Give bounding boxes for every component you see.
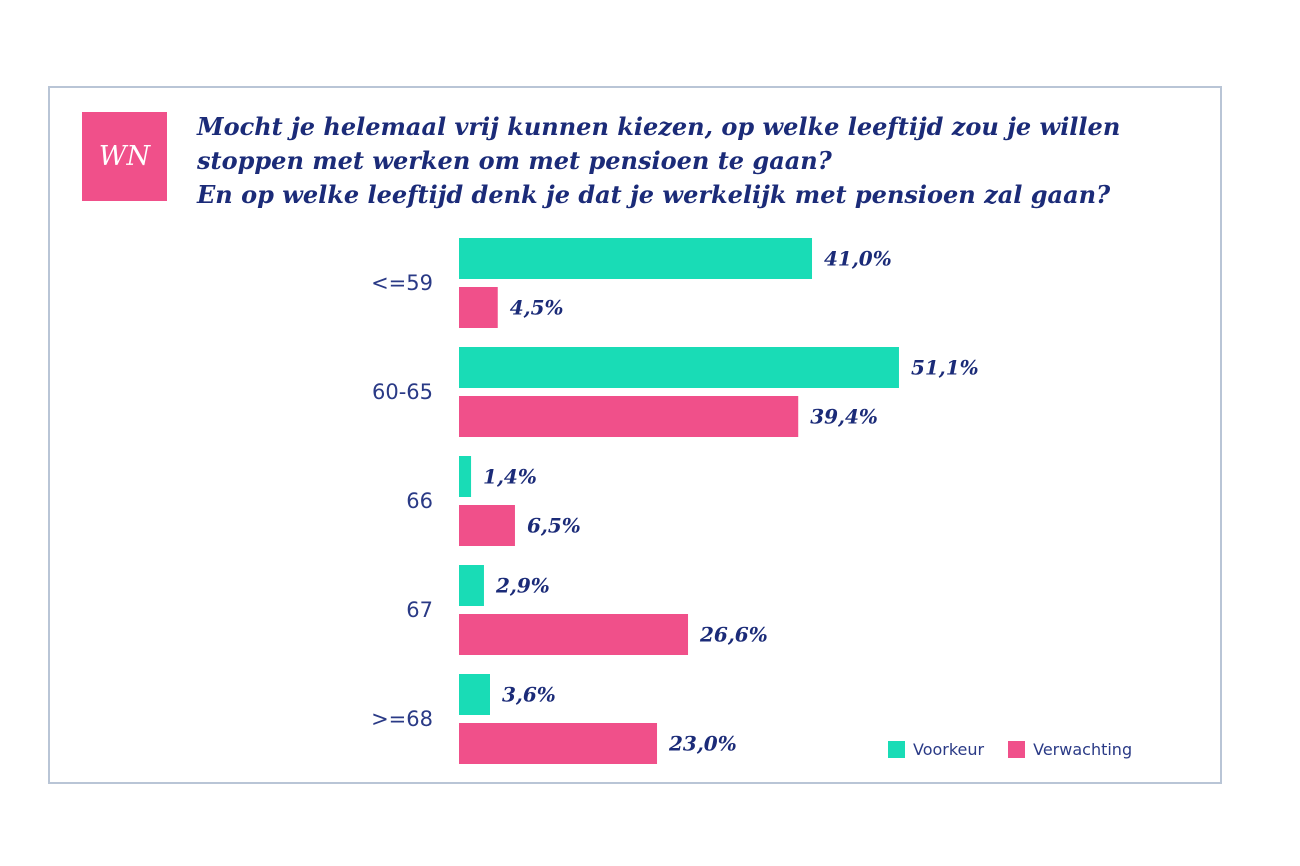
title-line-2: stoppen met werken om met pensioen te ga… (197, 146, 832, 175)
bar-verwachting (459, 287, 498, 328)
category-label: >=68 (371, 707, 433, 731)
data-label-voorkeur: 1,4% (483, 465, 537, 489)
legend-item-voorkeur: Voorkeur (888, 740, 984, 759)
legend-swatch-verwachting (1008, 741, 1026, 758)
legend-label-verwachting: Verwachting (1033, 740, 1133, 759)
chart-title: Mocht je helemaal vrij kunnen kiezen, op… (197, 110, 1207, 212)
category-label: <=59 (371, 271, 433, 295)
wn-logo: WN (82, 112, 167, 201)
title-line-3: En op welke leeftijd denk je dat je werk… (197, 180, 1111, 209)
legend-label-voorkeur: Voorkeur (913, 740, 985, 759)
logo-text: WN (98, 141, 151, 172)
bar-voorkeur (459, 347, 899, 388)
data-label-voorkeur: 3,6% (502, 683, 556, 707)
legend-swatch-voorkeur (888, 741, 905, 758)
data-label-verwachting: 39,4% (810, 405, 878, 429)
data-label-voorkeur: 41,0% (824, 247, 892, 271)
data-label-verwachting: 4,5% (510, 296, 564, 320)
bar-voorkeur (459, 456, 472, 497)
data-label-voorkeur: 2,9% (495, 574, 550, 598)
data-label-verwachting: 23,0% (668, 732, 737, 756)
category-label: 67 (406, 598, 433, 622)
bar-voorkeur (459, 565, 484, 606)
title-line-1: Mocht je helemaal vrij kunnen kiezen, op… (197, 112, 1121, 141)
data-label-voorkeur: 51,1% (911, 356, 979, 380)
category-label: 66 (406, 489, 433, 513)
category-label: 60-65 (372, 380, 433, 404)
bar-verwachting (459, 505, 515, 546)
bar-voorkeur (459, 674, 490, 715)
bar-voorkeur (459, 238, 813, 279)
data-label-verwachting: 6,5% (527, 514, 581, 538)
bar-verwachting (459, 396, 799, 437)
bar-verwachting (459, 723, 658, 764)
data-label-verwachting: 26,6% (699, 623, 768, 647)
legend: Voorkeur Verwachting (888, 740, 1156, 759)
bar-verwachting (459, 614, 689, 655)
legend-item-verwachting: Verwachting (1008, 740, 1132, 759)
